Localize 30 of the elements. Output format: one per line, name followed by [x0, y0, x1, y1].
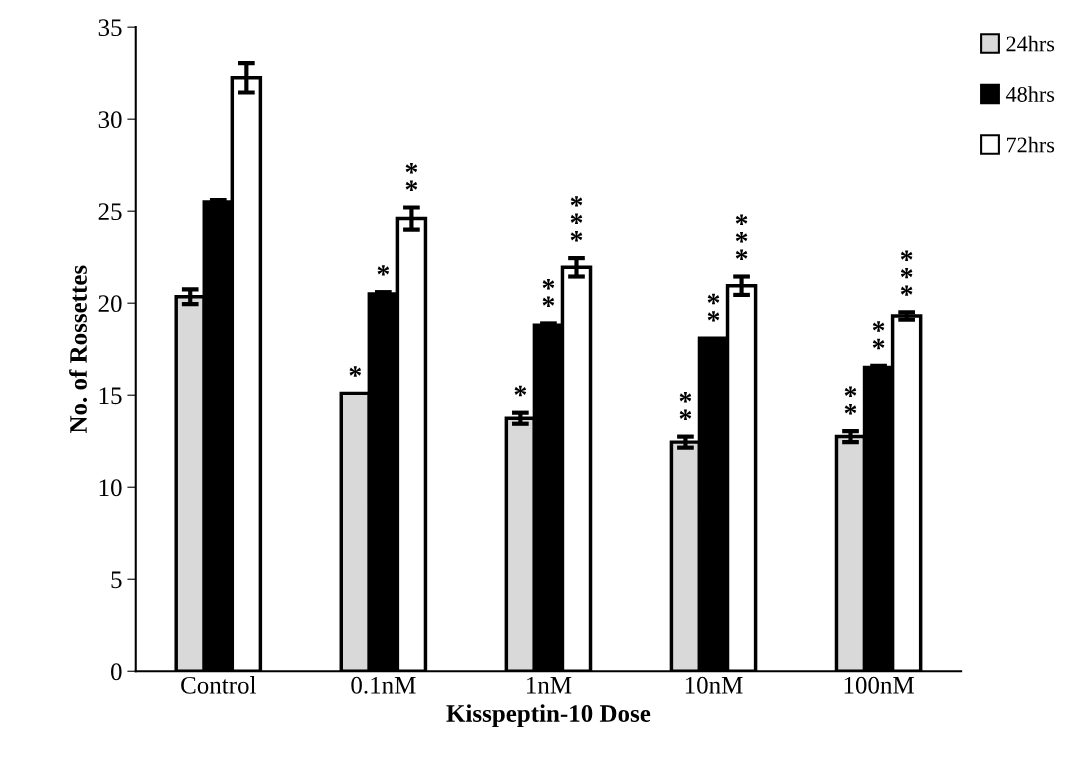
data-label: ***: [900, 250, 913, 296]
data-label: *: [349, 366, 362, 377]
data-label: **: [844, 386, 857, 415]
data-label: **: [707, 293, 720, 322]
data-label: *: [514, 385, 527, 397]
legend-label: 72hrs: [1007, 136, 1055, 153]
x-axis-title: Kisspeptin-10 Dose: [446, 704, 651, 727]
legend-label: 48hrs: [1005, 86, 1055, 102]
data-label: **: [542, 278, 555, 307]
x-tick-label: 100nM: [844, 676, 914, 694]
y-tick-label: 20: [98, 295, 122, 313]
data-label: **: [679, 392, 692, 421]
y-axis-title: No. of Rossettes: [69, 265, 88, 434]
y-tick-label: 5: [111, 571, 122, 589]
data-label: ***: [735, 214, 748, 260]
y-tick-label: 25: [98, 203, 122, 221]
legend-label: 24hrs: [1006, 35, 1055, 52]
data-label: **: [405, 163, 418, 191]
y-tick-label: 15: [99, 387, 122, 405]
data-label: ***: [570, 196, 583, 242]
x-tick-label: 0.1nM: [351, 676, 416, 694]
data-label: **: [872, 321, 885, 350]
y-tick-label: 35: [98, 19, 122, 37]
x-tick-label: 10nM: [685, 676, 743, 694]
x-tick-label: 1nM: [527, 676, 572, 694]
x-tick-label: Control: [181, 676, 256, 694]
data-label: *: [377, 265, 390, 276]
y-tick-label: 10: [99, 479, 122, 497]
y-tick-label: 30: [98, 111, 122, 129]
y-tick-label: 0: [111, 663, 122, 681]
